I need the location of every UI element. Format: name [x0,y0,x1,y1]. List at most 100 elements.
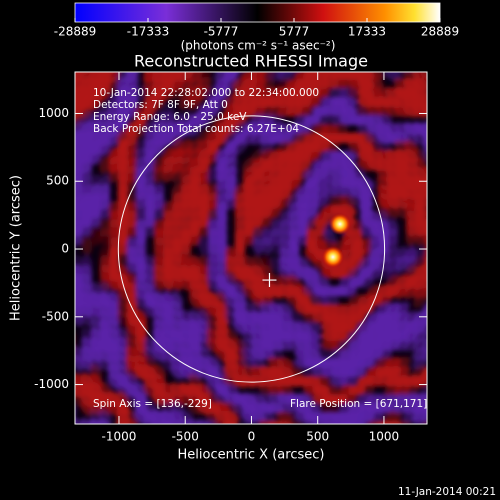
image-blob [303,330,321,342]
image [61,59,427,424]
image-blob [285,366,303,378]
image-blob [421,104,427,118]
image-blob [321,384,339,396]
image-blob [420,401,427,415]
y-tick-label: 500 [46,174,69,188]
image-blob [61,155,76,175]
x-tick-label: 500 [306,430,329,444]
image-blob [312,114,330,126]
colorbar [74,2,441,23]
image-blob [393,420,411,424]
image-blob [421,148,427,164]
image-blob [162,273,174,291]
image-blob [421,347,427,361]
image-blob [421,319,427,335]
image-blob [285,420,303,424]
image-blob [276,384,294,396]
info-line: Energy Range: 6.0 - 25.0 keV [93,111,247,123]
image-blob [360,219,372,237]
image-blob [414,228,426,246]
image-blob [276,411,294,423]
image-blob [270,237,282,255]
image-blob [81,219,93,237]
image-blob [62,263,76,282]
colorbar-label: (photons cm⁻² s⁻¹ asec⁻²) [181,39,336,53]
x-axis-label: Heliocentric X (arcsec) [178,448,325,463]
y-tick-label: -500 [42,309,69,323]
image-blob [90,210,102,228]
image-blob [117,246,129,264]
source [321,246,344,269]
image-blob [420,410,427,424]
flare-position-label: Flare Position = [671,171] [290,398,427,410]
image-blob [189,228,201,246]
colorbar-tick-label: 28889 [421,25,459,39]
image-blob [81,237,93,255]
image-blob [366,411,384,423]
image-blob [63,219,74,237]
timestamp: 11-Jan-2014 00:21 [398,486,496,498]
x-tick-label: 1000 [369,430,400,444]
image-blob [126,219,138,237]
info-line: Detectors: 7F 8F 9F, Att 0 [93,99,228,111]
y-tick-label: -1000 [34,377,69,391]
image-blob [108,165,120,183]
image-blob [99,201,111,219]
image-blob [62,281,77,301]
image-blob [261,210,273,228]
image-blob [99,156,111,174]
image-blob [135,291,147,309]
image-blob [321,402,339,414]
info-line: 10-Jan-2014 22:28:02.000 to 22:34:00.000 [93,87,319,99]
image-blob [63,201,75,220]
image-blob [421,328,427,344]
colorbar-tick-label: 5777 [279,25,310,39]
image-blob [339,96,357,108]
y-tick-label: 1000 [38,106,69,120]
colorbar-tick-label: -17333 [127,25,170,39]
image-blob [312,276,330,288]
image-blob [62,191,75,210]
image-blob [384,411,402,423]
image-blob [421,337,427,353]
image-blob [81,309,93,327]
image-blob [339,393,357,405]
source [328,213,351,236]
image-blob [294,393,312,405]
spin-axis-marker [262,273,277,288]
image-blob [330,123,348,135]
image-blob [108,273,120,291]
colorbar-tick-label: -5777 [204,25,239,39]
image-blob [339,375,357,387]
image-blob [198,237,210,255]
y-tick-label: 0 [61,242,69,256]
image-blob [276,356,294,370]
image-blob [303,96,321,108]
image-blob [61,290,76,310]
image-blob [144,219,156,237]
image-blob [222,419,240,424]
x-tick-label: -500 [172,430,199,444]
image-blob [90,147,102,165]
x-tick-label: 0 [248,430,256,444]
image-blob [171,273,183,291]
image-blob [258,410,276,424]
image-blob [240,419,258,424]
image-blob [420,365,427,379]
image-blob [243,228,255,246]
image-blob [312,375,330,387]
colorbar-tick-label: 17333 [348,25,386,39]
solar-limb [117,115,386,383]
spin-axis-label: Spin Axis = [136,-229] [93,398,212,410]
image-blob [348,366,366,378]
image-blob [348,312,366,324]
image-blob [124,418,140,424]
image-blob [420,392,427,406]
image-blob [321,141,339,153]
image-blob [153,273,165,291]
image-blob [63,210,75,229]
image-blob [99,228,111,246]
image-blob [405,228,417,246]
image-blob [365,59,385,74]
